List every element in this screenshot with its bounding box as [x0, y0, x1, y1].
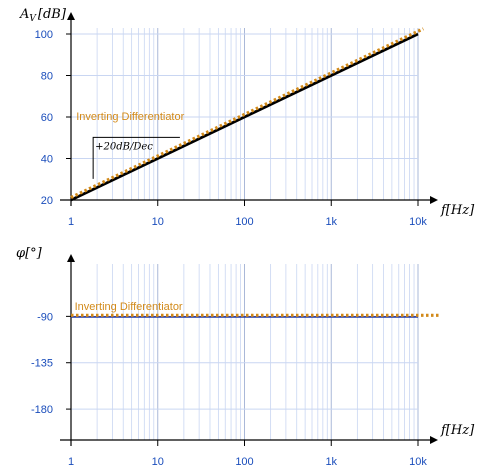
- phase-panel: 1 10 100 1k 10k -90 -135 -180 f[Hz] φ[°] Inverting…: [16, 246, 475, 468]
- y-axis-arrow: [67, 254, 75, 262]
- y-axis-arrow: [67, 12, 75, 20]
- y-tick-label: -90: [37, 311, 53, 323]
- series-annotation: Inverting Differentiator: [76, 111, 184, 123]
- x-tick-label: 1: [68, 456, 74, 468]
- x-tick-label: 100: [235, 456, 253, 468]
- y-tick-label: 100: [35, 29, 53, 41]
- y-tick-label: -135: [31, 358, 53, 370]
- series-annotation: Inverting Differentiator: [75, 301, 183, 313]
- y-tick-label: 40: [41, 154, 53, 166]
- x-tick-label: 1k: [325, 456, 337, 468]
- magnitude-panel: 1 10 100 1k 10k 20 40 60 80 100 f[Hz] AV [dB] Inverti…: [19, 7, 475, 228]
- x-tick-label: 10: [152, 216, 164, 228]
- y-tick-label: 20: [41, 195, 53, 207]
- y-axis-title: AV [dB]: [19, 7, 67, 24]
- y-tick-label: 60: [41, 112, 53, 124]
- x-tick-label: 10k: [409, 456, 427, 468]
- y-tick-label: -180: [31, 404, 53, 416]
- x-axis-title: f[Hz]: [440, 203, 475, 218]
- y-axis-title: φ[°]: [16, 246, 43, 261]
- x-axis-arrow: [430, 196, 438, 204]
- x-tick-label: 1: [68, 216, 74, 228]
- x-tick-label: 1k: [325, 216, 337, 228]
- series-line-approx: [70, 32, 419, 202]
- x-axis-arrow: [430, 436, 438, 444]
- x-tick-label: 10k: [409, 216, 427, 228]
- slope-label: +20dB/Dec: [95, 141, 153, 152]
- y-tick-label: 80: [41, 71, 53, 83]
- x-tick-label: 10: [152, 456, 164, 468]
- x-tick-label: 100: [235, 216, 253, 228]
- slope-triangle: [92, 136, 180, 179]
- x-axis-title: f[Hz]: [440, 423, 475, 438]
